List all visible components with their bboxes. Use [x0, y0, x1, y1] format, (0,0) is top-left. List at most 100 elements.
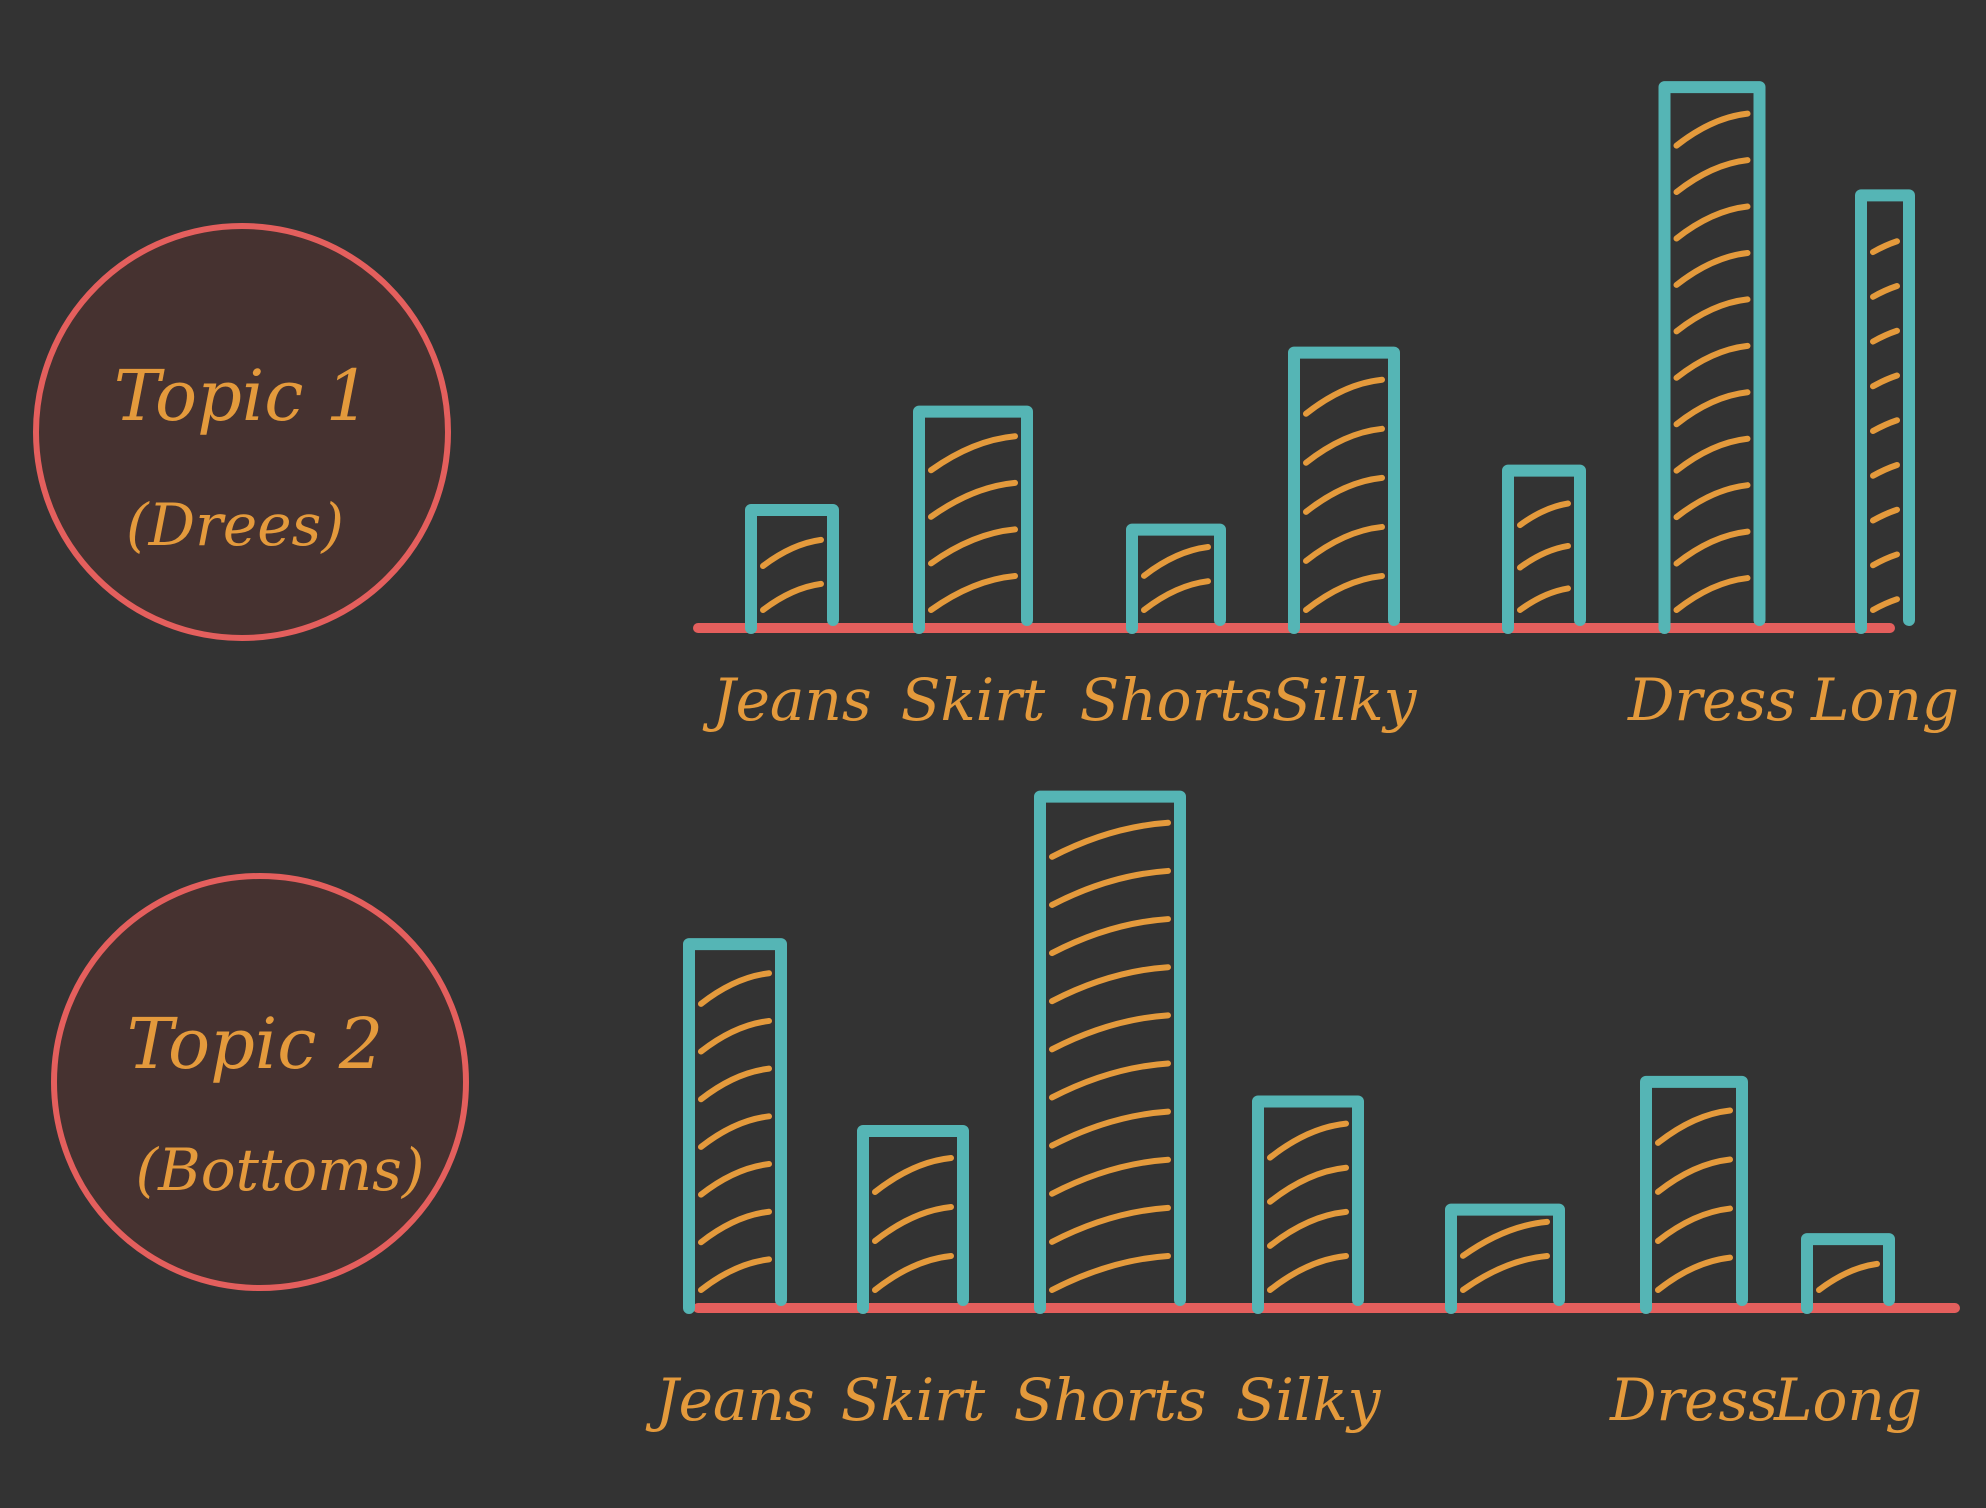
bar-hatch [1460, 1218, 1550, 1259]
bar-1-6 [1658, 81, 1766, 634]
bar-hatch [928, 479, 1018, 520]
bar-hatch [872, 1155, 954, 1195]
bar-hatch [1517, 542, 1571, 571]
bar-1-4 [1288, 346, 1400, 634]
category-label: Shorts [1080, 666, 1273, 734]
bar-outline [1126, 523, 1226, 634]
bar-hatch [1870, 238, 1900, 256]
category-label: Silky [1236, 1366, 1382, 1434]
bar-hatch [1049, 964, 1171, 1005]
bar-hatch [1517, 585, 1571, 613]
bar-hatch [1870, 327, 1900, 345]
bar-outline [683, 938, 787, 1314]
category-label: Skirt [841, 1366, 986, 1434]
bar-hatch [1673, 575, 1751, 613]
bar-hatch [698, 970, 772, 1007]
topic-1-circle [33, 223, 451, 641]
bar-2-5 [1445, 1203, 1565, 1314]
bar-hatch [1141, 578, 1211, 613]
bar-hatch [1049, 916, 1171, 957]
category-label: Silky [1272, 666, 1418, 734]
bar-hatch [1655, 1107, 1733, 1146]
bar-hatch [1655, 1205, 1733, 1244]
bar-hatch [698, 1256, 772, 1293]
bar-hatch [1517, 500, 1571, 529]
bar-hatch [698, 1017, 772, 1055]
topic-1-subtitle: (Drees) [126, 491, 344, 559]
bar-1-1 [745, 504, 839, 634]
bar-hatch [1267, 1120, 1349, 1161]
bar-hatch [1303, 474, 1385, 515]
bar-outline [1855, 189, 1915, 634]
bar-hatch [1267, 1208, 1349, 1249]
category-label: Dress [1627, 666, 1796, 734]
bar-hatch [1049, 1060, 1171, 1101]
category-label: Jeans [645, 1366, 814, 1434]
bar-hatch [1049, 1204, 1171, 1245]
bar-hatch [1673, 296, 1751, 335]
category-label: Long [1810, 666, 1959, 734]
bar-2-3 [1034, 790, 1186, 1314]
bar-outline [1640, 1075, 1748, 1314]
bar-hatch [1141, 544, 1211, 579]
bar-hatch [698, 1208, 772, 1246]
bar-hatch [1673, 110, 1751, 149]
topic-1-title: Topic 1 [114, 355, 371, 437]
bar-hatch [1049, 1253, 1171, 1293]
bar-hatch [1673, 342, 1751, 381]
bar-hatch [928, 573, 1018, 613]
category-label: Dress [1609, 1366, 1778, 1434]
bar-hatch [698, 1113, 772, 1150]
bar-hatch [760, 536, 824, 569]
topic-1-bars [745, 81, 1915, 634]
topic-1-bar-chart: Jeans Skirt Shorts Silky Dress Long [693, 81, 1959, 734]
bar-hatch [1673, 389, 1751, 428]
topic-2-bars [683, 790, 1895, 1314]
bar-hatch [1460, 1253, 1550, 1293]
bar-hatch [1049, 1108, 1171, 1149]
topic-1-badge: Topic 1 (Drees) [33, 223, 451, 641]
bar-hatch [1673, 249, 1751, 288]
bar-2-7 [1801, 1233, 1895, 1314]
bar-hatch [1870, 551, 1900, 569]
topic-2-subtitle: (Bottoms) [135, 1136, 424, 1204]
bar-2-1 [683, 938, 787, 1314]
bar-outline [745, 504, 839, 634]
bar-1-3 [1126, 523, 1226, 634]
bar-hatch [1049, 1156, 1171, 1197]
category-label: Long [1773, 1366, 1922, 1434]
bar-hatch [1673, 435, 1751, 474]
bar-outline [1288, 346, 1400, 634]
category-label: Jeans [702, 666, 871, 734]
bar-hatch [1673, 528, 1751, 567]
bar-hatch [1673, 203, 1751, 242]
bar-hatch [1673, 157, 1751, 196]
bar-outline [857, 1125, 969, 1314]
bar-hatch [1303, 523, 1385, 564]
bar-hatch [1303, 573, 1385, 613]
bar-hatch [872, 1253, 954, 1293]
bar-outline [1502, 464, 1586, 634]
bar-outline [1445, 1203, 1565, 1314]
topic-2-title: Topic 2 [127, 1003, 384, 1085]
bar-hatch [1816, 1260, 1880, 1293]
bar-hatch [1655, 1156, 1733, 1195]
bar-hatch [1673, 482, 1751, 521]
bar-hatch [1870, 417, 1900, 435]
bar-hatch [872, 1204, 954, 1244]
bar-2-4 [1252, 1095, 1364, 1314]
bar-hatch [1870, 372, 1900, 390]
bar-outline [1252, 1095, 1364, 1314]
bar-outline [1658, 81, 1766, 634]
topic-2-circle [51, 873, 469, 1291]
bar-hatch [1049, 867, 1171, 908]
bar-outline [1034, 790, 1186, 1314]
bar-hatch [1870, 506, 1900, 524]
bar-2-6 [1640, 1075, 1748, 1314]
bar-outline [913, 405, 1033, 634]
bar-1-2 [913, 405, 1033, 634]
bar-2-2 [857, 1125, 969, 1314]
